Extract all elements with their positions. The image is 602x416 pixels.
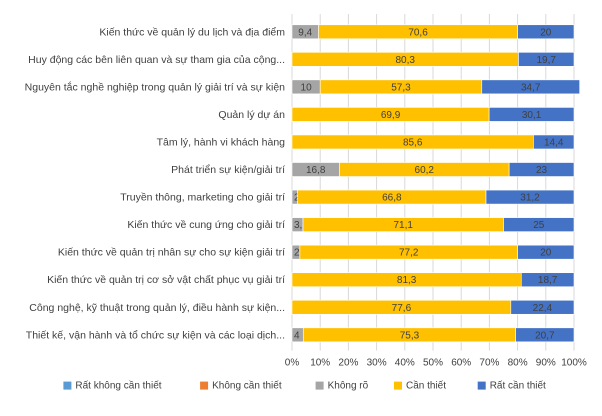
legend-label: Rất cần thiết [490, 380, 546, 392]
category-label: Tâm lý, hành vi khách hàng [157, 136, 286, 148]
data-label: 71,1 [394, 220, 414, 231]
data-label: 16,8 [306, 165, 326, 176]
data-label: 3,9 [294, 220, 308, 231]
data-label: 14,4 [544, 137, 564, 148]
data-label: 30,1 [522, 110, 542, 121]
x-axis-ticks: 0% 10% 20% 30% 40% 50% 60% 70% 80% 90% 100% [285, 358, 587, 369]
category-label: Kiến thức về quản trị cơ sở vật chất phụ… [47, 274, 285, 286]
legend-label: Không rõ [328, 381, 369, 392]
data-label: 20 [540, 27, 552, 38]
data-label: 10 [301, 82, 313, 93]
legend-label: Rất không cần thiết [75, 380, 161, 392]
data-label: 9,4 [298, 27, 312, 38]
data-label: 75,3 [400, 330, 420, 341]
legend-swatch [63, 381, 72, 390]
category-label: Kiến thức về quản trị nhân sự cho sự kiệ… [58, 247, 285, 259]
category-label: Công nghệ, kỹ thuật trong quản lý, điều … [29, 302, 285, 314]
legend: Rất không cần thiết Không cần thiết Không … [63, 380, 546, 392]
bar-segment [517, 244, 575, 260]
bar-segment [510, 299, 575, 315]
bar-segment [488, 107, 575, 122]
category-label: Truyền thông, marketing cho giải trí [120, 192, 285, 204]
bar-segment [533, 134, 575, 150]
x-tick-label: 50% [423, 358, 443, 369]
category-label: Kiến thức về cung ứng cho giải trí [127, 219, 285, 231]
category-label: Kiến thức về quản lý du lịch và địa điểm [99, 26, 285, 38]
x-tick-label: 40% [395, 358, 415, 369]
data-label: 66,8 [382, 193, 402, 204]
x-tick-label: 60% [451, 358, 471, 369]
data-label: 18,7 [538, 275, 558, 286]
data-label: 31,2 [520, 193, 540, 204]
category-label: Quản lý dự án [218, 109, 285, 121]
bar-segment [520, 272, 575, 288]
data-label: 80,3 [395, 55, 415, 66]
data-label: 34,7 [521, 82, 541, 93]
category-label: Thiết kế, vận hành và tổ chức sự kiện và… [26, 329, 285, 341]
data-label: 4 [294, 330, 300, 341]
x-tick-label: 100% [561, 358, 587, 369]
x-tick-label: 30% [367, 358, 387, 369]
x-tick-label: 20% [338, 358, 358, 369]
legend-swatch [315, 381, 324, 390]
bar-segment [515, 327, 575, 343]
data-label: 69,9 [381, 110, 401, 121]
data-label: 22,4 [533, 303, 553, 314]
gridlines [291, 14, 575, 351]
legend-label: Cần thiết [406, 380, 446, 392]
bar-segment [485, 189, 575, 205]
data-label: 77,2 [399, 248, 419, 259]
bar-segment [518, 52, 575, 67]
data-label: 60,2 [415, 165, 435, 176]
data-label: 25 [533, 220, 545, 231]
bar-segment [508, 162, 575, 177]
category-labels: Kiến thức về quản lý du lịch và địa điểm… [25, 26, 286, 341]
bar-segment [517, 24, 575, 40]
data-label: 2 [294, 193, 300, 204]
x-tick-label: 80% [508, 358, 528, 369]
data-label: 23 [536, 165, 548, 176]
category-label: Phát triển sự kiện/giải trí [171, 164, 285, 176]
legend-swatch [200, 381, 209, 390]
data-label: 81,3 [397, 275, 417, 286]
x-tick-label: 0% [285, 358, 300, 369]
legend-label: Không cần thiết [212, 380, 282, 392]
data-label: 77,6 [392, 303, 412, 314]
data-label: 19,7 [536, 55, 556, 66]
data-label: 20,7 [535, 330, 555, 341]
bars: 9,4 70,6 20 80,3 19,7 10 57,3 34,7 69,9 30,1 85,6 1… [291, 24, 580, 343]
data-label: 85,6 [403, 137, 423, 148]
data-label: 57,3 [391, 82, 411, 93]
bar-segment [503, 217, 575, 232]
legend-swatch [477, 381, 486, 390]
category-label: Nguyên tắc nghề nghiệp trong quản lý giả… [25, 80, 286, 93]
legend-swatch [394, 381, 402, 390]
bar-segment [481, 79, 580, 95]
category-label: Huy động các bên liên quan và sự tham gi… [28, 54, 285, 66]
x-tick-label: 10% [310, 358, 330, 369]
data-label: 70,6 [408, 27, 428, 38]
data-label: 20 [540, 248, 552, 259]
x-tick-label: 70% [479, 358, 499, 369]
x-tick-label: 90% [536, 358, 556, 369]
